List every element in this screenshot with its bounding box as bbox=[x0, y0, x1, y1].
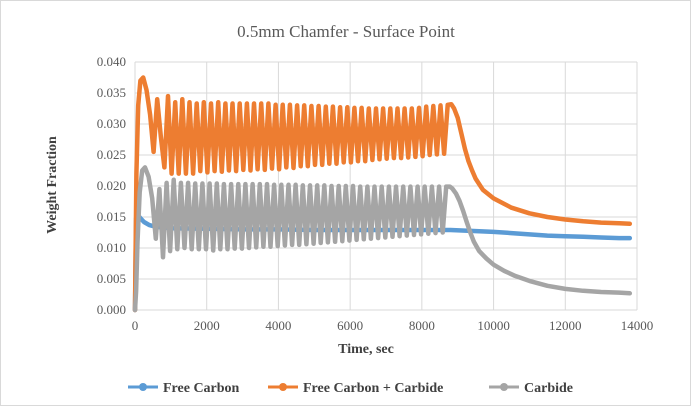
y-tick-label: 0.035 bbox=[97, 85, 126, 100]
x-tick-label: 0 bbox=[132, 318, 139, 333]
y-tick-label: 0.030 bbox=[97, 116, 126, 131]
x-tick-label: 4000 bbox=[265, 318, 291, 333]
legend-label-free-carbon-carbide: Free Carbon + Carbide bbox=[303, 381, 443, 396]
legend-marker-free-carbon bbox=[139, 383, 147, 391]
series-line-carbide bbox=[132, 165, 633, 313]
y-tick-label: 0.010 bbox=[97, 240, 126, 255]
legend-item-free-carbon-carbide: Free Carbon + Carbide bbox=[268, 381, 443, 396]
legend-item-free-carbon: Free Carbon bbox=[128, 381, 240, 396]
legend-marker-carbide bbox=[500, 383, 508, 391]
legend-item-carbide: Carbide bbox=[489, 381, 573, 396]
y-tick-label: 0.015 bbox=[97, 209, 126, 224]
y-tick-label: 0.040 bbox=[97, 54, 126, 69]
x-tick-label: 10000 bbox=[477, 318, 510, 333]
y-tick-label: 0.020 bbox=[97, 178, 126, 193]
x-tick-label: 2000 bbox=[194, 318, 220, 333]
y-axis-ticks: 0.000 0.005 0.010 0.015 0.020 0.025 0.030 0.035… bbox=[97, 54, 126, 317]
x-axis-ticks: 0 2000 4000 6000 8000 10000 12000 14000 bbox=[132, 318, 654, 333]
chart-title: 0.5mm Chamfer - Surface Point bbox=[237, 22, 455, 41]
y-tick-label: 0.000 bbox=[97, 302, 126, 317]
series-layer bbox=[132, 75, 633, 313]
y-axis-label: Weight Fraction bbox=[45, 136, 60, 234]
x-axis-label: Time, sec bbox=[338, 342, 394, 357]
series-line-free-carbon-carbide bbox=[132, 75, 633, 313]
legend: Free Carbon Free Carbon + Carbide Carbid… bbox=[128, 381, 573, 396]
legend-label-carbide: Carbide bbox=[524, 381, 573, 396]
y-tick-label: 0.025 bbox=[97, 147, 126, 162]
x-tick-label: 14000 bbox=[621, 318, 654, 333]
y-tick-label: 0.005 bbox=[97, 271, 126, 286]
x-tick-label: 8000 bbox=[409, 318, 435, 333]
x-tick-label: 12000 bbox=[549, 318, 582, 333]
x-tick-label: 6000 bbox=[337, 318, 363, 333]
legend-marker-free-carbon-carbide bbox=[279, 383, 287, 391]
legend-label-free-carbon: Free Carbon bbox=[163, 381, 240, 396]
